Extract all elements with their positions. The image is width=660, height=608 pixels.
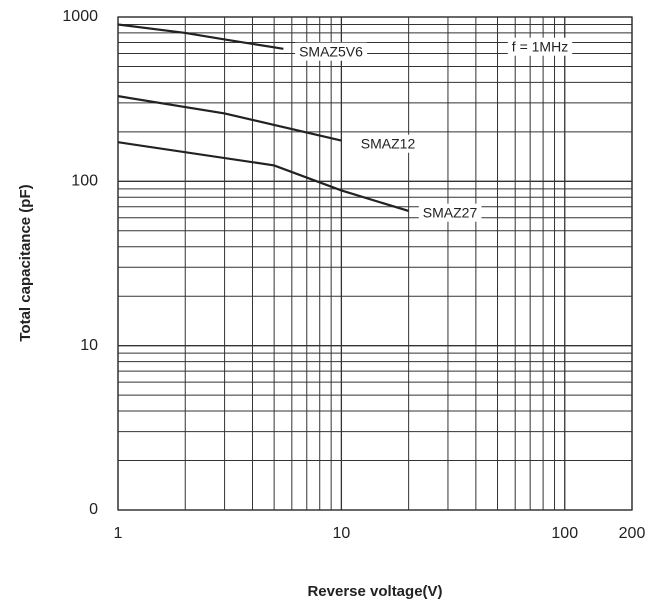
series-label: f = 1MHz — [512, 39, 568, 55]
y-axis-label: Total capacitance (pF) — [17, 184, 34, 341]
series-line — [117, 95, 342, 142]
y-tick-label: 0 — [89, 501, 98, 518]
series-label: SMAZ12 — [361, 136, 416, 152]
series-label: SMAZ5V6 — [299, 44, 363, 60]
series-label: SMAZ27 — [423, 205, 478, 221]
label-background — [418, 203, 482, 222]
x-tick-label: 100 — [551, 525, 578, 542]
label-background — [507, 37, 573, 56]
series-line — [117, 23, 284, 50]
plot-frame — [117, 16, 633, 511]
label-background — [356, 134, 420, 153]
series-line — [117, 141, 409, 213]
y-tick-label: 1000 — [62, 8, 98, 25]
label-background — [295, 42, 368, 61]
x-axis-label: Reverse voltage(V) — [307, 583, 442, 600]
x-tick-label: 200 — [619, 525, 646, 542]
y-tick-label: 10 — [80, 337, 98, 354]
x-tick-label: 10 — [332, 525, 350, 542]
y-tick-label: 100 — [71, 173, 98, 190]
x-tick-label: 1 — [114, 525, 123, 542]
